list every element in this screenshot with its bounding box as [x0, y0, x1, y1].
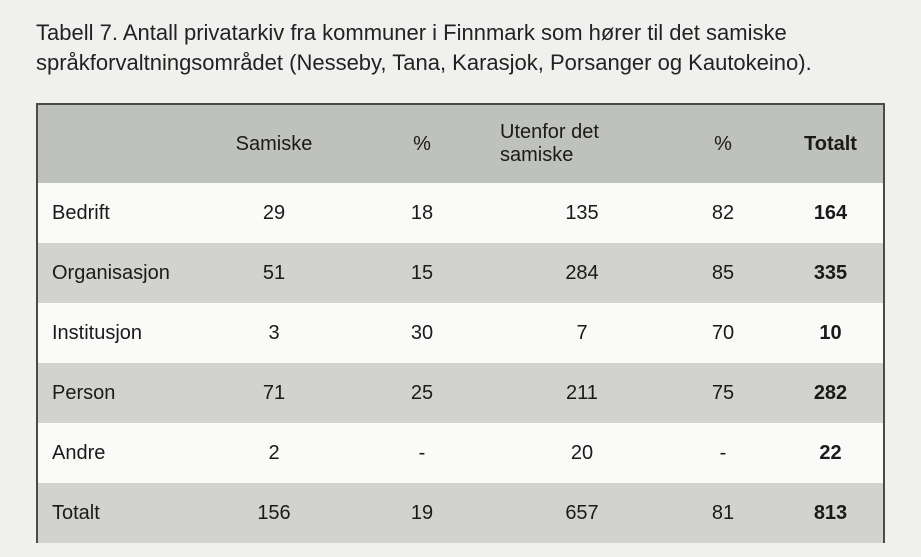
cell-totalt: 164 [778, 183, 883, 243]
data-table: Samiske % Utenfor detsamiske % Totalt Be… [38, 105, 883, 543]
cell-pct1: - [348, 423, 496, 483]
cell-utenfor: 284 [496, 243, 668, 303]
cell-utenfor: 20 [496, 423, 668, 483]
table-row: Andre 2 - 20 - 22 [38, 423, 883, 483]
col-header-label [38, 105, 200, 183]
cell-pct2: 75 [668, 363, 778, 423]
cell-samiske: 3 [200, 303, 348, 363]
cell-totalt: 282 [778, 363, 883, 423]
cell-samiske: 156 [200, 483, 348, 543]
cell-pct2: 85 [668, 243, 778, 303]
table-header-row: Samiske % Utenfor detsamiske % Totalt [38, 105, 883, 183]
table-caption: Tabell 7. Antall privatarkiv fra kommune… [36, 18, 885, 77]
cell-samiske: 71 [200, 363, 348, 423]
col-header-utenfor: Utenfor detsamiske [496, 105, 668, 183]
cell-label: Organisasjon [38, 243, 200, 303]
cell-totalt: 813 [778, 483, 883, 543]
cell-label: Totalt [38, 483, 200, 543]
col-header-samiske: Samiske [200, 105, 348, 183]
cell-pct1: 18 [348, 183, 496, 243]
cell-utenfor: 7 [496, 303, 668, 363]
cell-pct1: 19 [348, 483, 496, 543]
cell-pct1: 15 [348, 243, 496, 303]
caption-line-1: Tabell 7. Antall privatarkiv fra kommune… [36, 20, 787, 45]
cell-label: Bedrift [38, 183, 200, 243]
col-header-utenfor-text: Utenfor detsamiske [496, 121, 668, 167]
cell-totalt: 22 [778, 423, 883, 483]
cell-pct2: 70 [668, 303, 778, 363]
cell-utenfor: 657 [496, 483, 668, 543]
cell-pct2: - [668, 423, 778, 483]
col-header-totalt: Totalt [778, 105, 883, 183]
cell-samiske: 2 [200, 423, 348, 483]
cell-totalt: 10 [778, 303, 883, 363]
cell-utenfor: 211 [496, 363, 668, 423]
col-header-pct2: % [668, 105, 778, 183]
cell-samiske: 29 [200, 183, 348, 243]
cell-pct2: 82 [668, 183, 778, 243]
table-body: Bedrift 29 18 135 82 164 Organisasjon 51… [38, 183, 883, 543]
table-row: Organisasjon 51 15 284 85 335 [38, 243, 883, 303]
cell-label: Person [38, 363, 200, 423]
data-table-container: Samiske % Utenfor detsamiske % Totalt Be… [36, 103, 885, 543]
table-row: Institusjon 3 30 7 70 10 [38, 303, 883, 363]
cell-utenfor: 135 [496, 183, 668, 243]
cell-samiske: 51 [200, 243, 348, 303]
cell-totalt: 335 [778, 243, 883, 303]
col-header-pct1: % [348, 105, 496, 183]
table-row: Totalt 156 19 657 81 813 [38, 483, 883, 543]
caption-line-2: språkforvaltningsområdet (Nesseby, Tana,… [36, 50, 812, 75]
table-row: Person 71 25 211 75 282 [38, 363, 883, 423]
cell-pct2: 81 [668, 483, 778, 543]
table-row: Bedrift 29 18 135 82 164 [38, 183, 883, 243]
cell-label: Institusjon [38, 303, 200, 363]
cell-pct1: 30 [348, 303, 496, 363]
cell-pct1: 25 [348, 363, 496, 423]
cell-label: Andre [38, 423, 200, 483]
